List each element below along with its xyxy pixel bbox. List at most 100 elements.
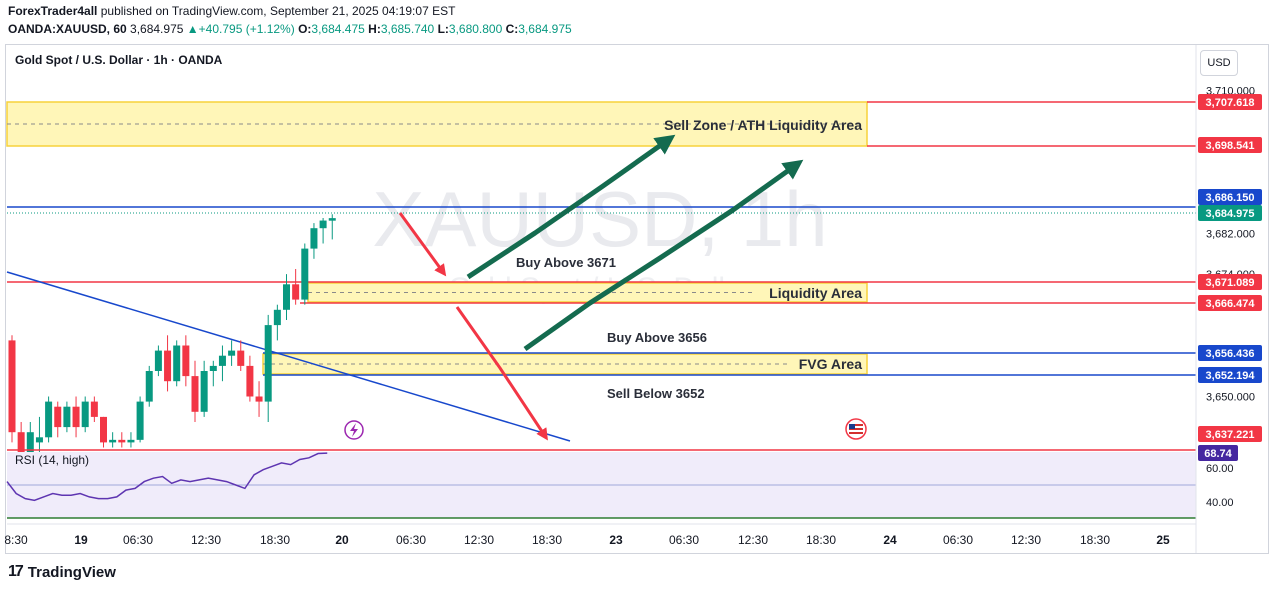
- candle-body[interactable]: [54, 406, 62, 428]
- price-label-text: 3,671.089: [1206, 277, 1255, 289]
- candle-body[interactable]: [200, 371, 208, 412]
- candle-body[interactable]: [292, 284, 300, 300]
- candle-body[interactable]: [109, 439, 117, 443]
- high-label: H:: [368, 22, 381, 36]
- time-tick-label: 12:30: [191, 533, 221, 547]
- candles: [8, 214, 336, 458]
- author-name[interactable]: ForexTrader4all: [8, 4, 98, 18]
- candle-body[interactable]: [209, 365, 217, 371]
- candle-body[interactable]: [90, 401, 98, 417]
- close-label: C:: [505, 22, 519, 36]
- time-tick-label: 24: [883, 533, 897, 547]
- open-value: 3,684.475: [311, 22, 365, 36]
- red-arrow-1: [398, 212, 447, 277]
- price-label-badge: [1198, 426, 1262, 442]
- candle-body[interactable]: [191, 376, 199, 412]
- buy-above-3656-note: Buy Above 3656: [607, 330, 707, 345]
- price-label-badge: [1198, 274, 1262, 290]
- candle-body[interactable]: [218, 355, 226, 366]
- projection-arrows: [398, 134, 804, 441]
- candle-body[interactable]: [164, 350, 172, 382]
- sell-below-3652-note: Sell Below 3652: [607, 386, 705, 401]
- price-label-text: 3,707.618: [1206, 97, 1255, 109]
- change: +40.795 (+1.12%): [198, 22, 295, 36]
- price-label-text: 3,698.541: [1206, 140, 1255, 152]
- candle-body[interactable]: [319, 220, 327, 229]
- candle-body[interactable]: [173, 345, 181, 382]
- time-tick-label: 12:30: [1011, 533, 1041, 547]
- sell-zone-label: Sell Zone / ATH Liquidity Area: [664, 117, 862, 133]
- brand-name: TradingView: [27, 563, 116, 581]
- price-label-badge: [1198, 295, 1262, 311]
- candle-body[interactable]: [283, 284, 290, 310]
- candle-body[interactable]: [255, 396, 263, 402]
- time-tick-label: 18:30: [532, 533, 562, 547]
- candle-body[interactable]: [246, 365, 254, 397]
- time-tick-label: 19: [74, 533, 88, 547]
- time-tick-label: 06:30: [396, 533, 426, 547]
- candle-body[interactable]: [81, 401, 89, 428]
- rsi-line: [6, 452, 328, 502]
- time-axis[interactable]: 8:30 19 06:30 12:30 18:30 20 06:30 12:30 18:30 23…: [4, 533, 1170, 547]
- candle-body[interactable]: [118, 439, 126, 443]
- us-flag-event-icon[interactable]: [845, 418, 867, 440]
- price-label-text: 3,637.221: [1206, 429, 1255, 441]
- price-label-text: 3,666.474: [1206, 298, 1256, 310]
- candle-body[interactable]: [301, 248, 309, 300]
- currency-button[interactable]: USD: [1200, 50, 1238, 76]
- close-value: 3,684.975: [518, 22, 572, 36]
- price-tick-label: 3,682.000: [1206, 228, 1255, 240]
- liquidity-area-label: Liquidity Area: [769, 285, 862, 301]
- candle-body[interactable]: [136, 401, 144, 440]
- candle-body[interactable]: [45, 401, 53, 438]
- candle-body[interactable]: [26, 432, 34, 453]
- candle-body[interactable]: [8, 340, 16, 433]
- time-tick-label: 06:30: [943, 533, 973, 547]
- last-price: 3,684.975: [130, 22, 184, 36]
- publish-info: ForexTrader4all published on TradingView…: [8, 4, 455, 18]
- candle-body[interactable]: [264, 325, 272, 402]
- rsi-value-badge: [1198, 445, 1238, 461]
- price-label-badge: [1198, 345, 1262, 361]
- time-tick-label: 12:30: [738, 533, 768, 547]
- time-tick-label: 8:30: [4, 533, 28, 547]
- candle-body[interactable]: [17, 432, 25, 453]
- sell-zone-box[interactable]: [6, 101, 868, 147]
- candle-body[interactable]: [145, 371, 153, 402]
- high-value: 3,685.740: [380, 22, 435, 36]
- tradingview-logo-icon: 17: [8, 563, 24, 580]
- candle-body[interactable]: [273, 309, 281, 326]
- candle-body[interactable]: [310, 228, 318, 249]
- rsi-label[interactable]: RSI (14, high): [15, 453, 89, 467]
- rsi-tick-60: 60.00: [1206, 463, 1234, 475]
- price-labels: 3,707.618 3,698.541 3,686.150 3,684.975 3,67…: [1198, 94, 1262, 442]
- candle-body[interactable]: [228, 350, 236, 356]
- open-label: O:: [298, 22, 312, 36]
- price-label-text: 3,652.194: [1206, 370, 1256, 382]
- candle-body[interactable]: [154, 350, 162, 371]
- price-label-badge: [1198, 367, 1262, 383]
- price-label-text: 3,656.436: [1206, 348, 1255, 360]
- publish-text: published on TradingView.com, September …: [100, 4, 456, 18]
- fvg-area-label: FVG Area: [799, 356, 862, 372]
- candle-body[interactable]: [72, 406, 80, 428]
- low-label: L:: [437, 22, 449, 36]
- price-label-text: 3,684.975: [1206, 208, 1255, 220]
- candle-body[interactable]: [182, 345, 190, 377]
- candle-body[interactable]: [63, 406, 71, 428]
- chart-frame: [5, 44, 1269, 554]
- lightning-event-icon[interactable]: [344, 420, 364, 440]
- price-label-badge: [1198, 137, 1262, 153]
- low-value: 3,680.800: [448, 22, 503, 36]
- candle-body[interactable]: [328, 218, 336, 221]
- time-tick-label: 20: [335, 533, 349, 547]
- green-arrow-1: [466, 134, 676, 280]
- time-tick-label: 18:30: [260, 533, 290, 547]
- descending-trendline[interactable]: [6, 271, 571, 442]
- candle-body[interactable]: [35, 437, 43, 443]
- candle-body[interactable]: [100, 416, 107, 443]
- candle-body[interactable]: [237, 350, 245, 366]
- tradingview-footer[interactable]: 17 TradingView: [8, 563, 116, 581]
- candle-body[interactable]: [127, 439, 135, 443]
